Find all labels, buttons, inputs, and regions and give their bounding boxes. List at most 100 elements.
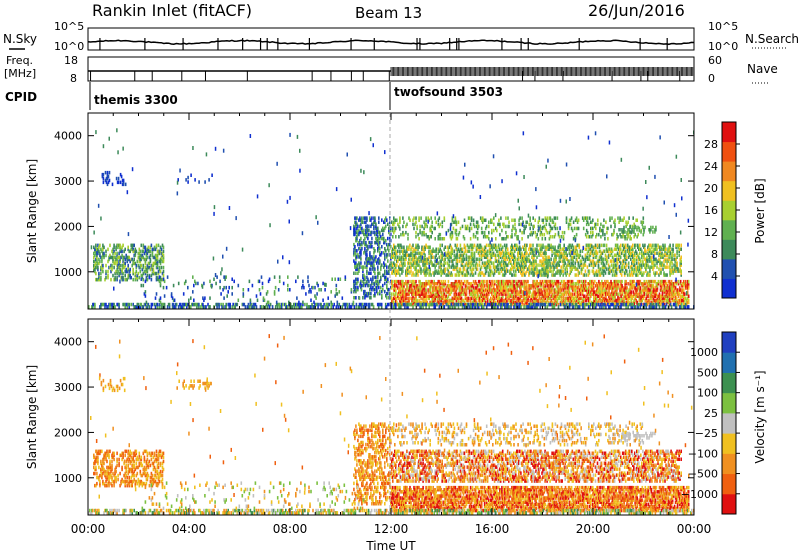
nave-tick-bottom: 0 [708, 72, 715, 85]
echo-cell [156, 244, 158, 248]
echo-cell [448, 280, 450, 284]
echo-cell [399, 263, 401, 267]
echo-cell [548, 256, 550, 260]
echo-cell [163, 250, 165, 254]
echo-cell [456, 292, 458, 296]
echo-cell [550, 269, 552, 273]
echo-cell [443, 288, 445, 292]
echo-cell [368, 280, 370, 284]
echo-cell [380, 276, 382, 280]
echo-cell [609, 265, 611, 269]
echo-cell [459, 259, 461, 263]
echo-cell [499, 248, 501, 252]
echo-cell [387, 253, 389, 257]
echo-cell [551, 254, 553, 258]
echo-cell [160, 270, 162, 274]
echo-cell [529, 290, 531, 294]
echo-cell [385, 239, 387, 243]
echo-cell [357, 278, 359, 282]
freq-label: Freq. [6, 54, 33, 67]
echo-cell [110, 278, 112, 282]
echo-cell [364, 237, 366, 241]
echo-cell [357, 286, 359, 290]
echo-cell [585, 269, 587, 273]
echo-cell [430, 273, 432, 277]
echo-cell [484, 280, 486, 284]
echo-cell [99, 252, 101, 256]
echo-cell [395, 288, 397, 292]
echo-cell [204, 180, 206, 184]
echo-cell [420, 267, 422, 271]
echo-cell [526, 252, 528, 256]
echo-cell [574, 256, 576, 260]
echo-cell [370, 267, 372, 271]
echo-cell [549, 261, 551, 265]
echo-cell [626, 286, 628, 290]
echo-cell [628, 265, 630, 269]
echo-cell [125, 183, 127, 187]
echo-cell [599, 244, 601, 248]
echo-cell [625, 250, 627, 254]
echo-cell [387, 292, 389, 296]
echo-cell [538, 244, 540, 248]
echo-cell [632, 248, 634, 252]
echo-cell [136, 270, 138, 274]
echo-cell [439, 244, 441, 248]
nsky-tick-bottom: 10^0 [54, 40, 84, 53]
echo-cell [466, 254, 468, 258]
echo-cell [444, 246, 446, 250]
echo-cell [518, 256, 520, 260]
echo-cell [399, 250, 401, 254]
echo-cell [415, 280, 417, 284]
echo-cell [497, 250, 499, 254]
echo-cell [360, 237, 362, 241]
echo-cell [384, 282, 386, 286]
echo-cell [462, 248, 464, 252]
echo-cell [355, 272, 357, 276]
freq-tick-top: 18 [64, 54, 78, 67]
echo-cell [361, 227, 363, 231]
freq-trace [88, 67, 693, 81]
echo-cell [606, 267, 608, 271]
echo-cell [597, 273, 599, 277]
echo-cell [535, 259, 537, 263]
echo-cell [124, 262, 126, 266]
echo-cell [102, 264, 104, 268]
echo-cell [683, 288, 685, 292]
echo-cell [150, 258, 152, 262]
echo-cell [496, 246, 498, 250]
echo-cell [538, 263, 540, 267]
echo-cell [618, 280, 620, 284]
echo-cell [368, 225, 370, 229]
echo-cell [379, 272, 381, 276]
nsky-label: N.Sky [3, 32, 37, 46]
echo-cell [375, 223, 377, 227]
echo-cell [138, 272, 140, 276]
echo-cell [629, 269, 631, 273]
echo-cell [401, 246, 403, 250]
echo-cell [626, 256, 628, 260]
echo-cell [558, 280, 560, 284]
echo-cell [441, 290, 443, 294]
echo-cell [420, 297, 422, 301]
echo-cell [472, 252, 474, 256]
echo-cell [477, 267, 479, 271]
echo-cell [371, 216, 373, 220]
echo-cell [432, 256, 434, 260]
echo-cell [109, 244, 111, 248]
echo-cell [595, 244, 597, 248]
echo-cell [136, 264, 138, 268]
echo-cell [375, 255, 377, 259]
echo-cell [208, 178, 210, 182]
echo-cell [161, 248, 163, 252]
echo-cell [147, 274, 149, 278]
echo-cell [474, 252, 476, 256]
echo-cell [536, 267, 538, 271]
echo-cell [493, 261, 495, 265]
noise-panel-frame [88, 28, 694, 50]
echo-cell [367, 237, 369, 241]
echo-cell [99, 244, 101, 248]
echo-cell [513, 280, 515, 284]
echo-cell [498, 244, 500, 248]
echo-cell [606, 256, 608, 260]
